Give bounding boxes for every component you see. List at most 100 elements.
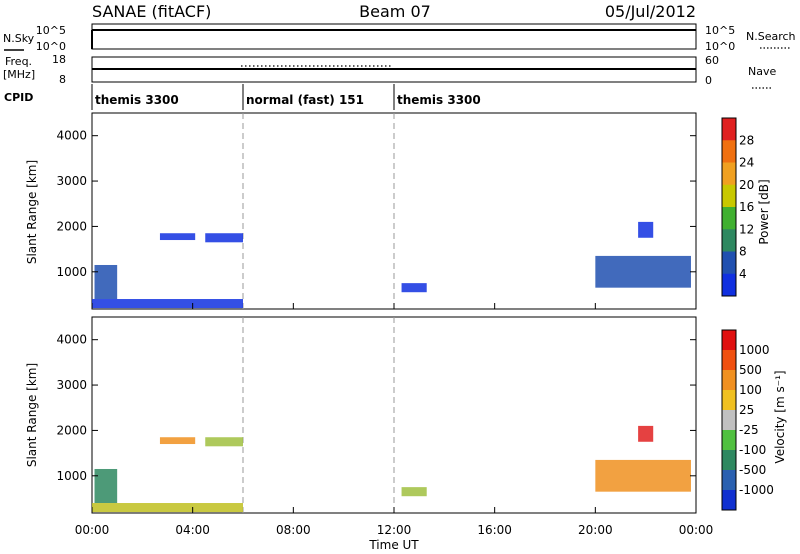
x-tick-label-4: 16:00 [477,523,512,537]
echo-region-1 [92,503,243,513]
echo-region-5 [595,255,691,288]
y-tick-label-1: 2000 [56,423,87,437]
freq-unit: [MHz] [3,68,35,81]
colorbar-swatch [722,430,736,451]
colorbar-swatch [722,330,736,351]
x-tick-label-2: 08:00 [276,523,311,537]
echo-region-0 [94,468,118,504]
velocity-cbar-tick-6: -500 [739,463,766,477]
colorbar-swatch [722,470,736,491]
colorbar-swatch [722,229,736,252]
echo-region-3 [205,437,243,447]
velocity-panel: 1000 2000 3000 4000 00:00 04:00 08:00 12:00 16:… [25,303,713,552]
echo-region-5 [595,459,691,492]
noise-panel: N.Sky 10^5 10^0 10^5 10^0 N.Search [3,23,796,53]
power-cbar-tick-0: 28 [739,133,754,147]
freq-label: Freq. [5,55,32,68]
colorbar-swatch [722,410,736,431]
date-title: 05/Jul/2012 [605,2,696,21]
cpid-segment-0: themis 3300 [95,93,179,107]
y-tick-label-1: 2000 [56,219,87,233]
echo-region-6 [638,221,654,238]
cpid-label: CPID [4,91,33,104]
nave-label: Nave [748,65,776,78]
colorbar-swatch [722,490,736,511]
velocity-colorbar: Velocity [m s⁻¹] 1000 500 100 25 -25 -100 -500… [721,329,787,511]
colorbar-swatch [722,118,736,141]
freq-tick-bottom: 8 [59,73,66,86]
power-cbar-tick-6: 4 [739,267,747,281]
echo-region-2 [159,233,196,241]
velocity-cbar-tick-1: 500 [739,363,762,377]
station-title: SANAE (fitACF) [92,2,211,21]
frequency-panel: Freq. [MHz] 18 8 60 0 Nave CPID [3,53,776,104]
velocity-y-axis: 1000 2000 3000 4000 [56,333,696,483]
velocity-colorbar-label: Velocity [m s⁻¹] [773,370,787,463]
power-panel: 1000 2000 3000 4000 Slant Range [km] [25,112,697,310]
colorbar-swatch [722,450,736,471]
velocity-echoes [92,317,691,513]
cpid-segment-2: themis 3300 [397,93,481,107]
colorbar-swatch [722,350,736,371]
echo-region-3 [205,233,243,243]
cpid-segment-1: normal (fast) 151 [246,93,364,107]
velocity-cbar-tick-3: 25 [739,403,754,417]
x-tick-label-1: 04:00 [175,523,210,537]
echo-region-1 [92,299,243,309]
velocity-cbar-tick-7: -1000 [739,483,774,497]
y-tick-label-2: 3000 [56,378,87,392]
y-tick-label-3: 4000 [56,129,87,143]
colorbar-swatch [722,251,736,275]
colorbar-frame [721,117,737,297]
power-ylabel: Slant Range [km] [25,160,39,264]
echo-region-4 [401,487,427,497]
echo-region-2 [159,437,196,445]
noise-search-label: N.Search [746,30,796,43]
colorbar-swatch [722,370,736,391]
power-cbar-tick-3: 16 [739,200,754,214]
nave-tick-top: 60 [705,54,719,67]
y-tick-label-0: 1000 [56,469,87,483]
freq-tick-top: 18 [52,53,66,66]
power-colorbar-label: Power [dB] [757,179,771,244]
colorbar-swatch [722,184,736,208]
xlabel: Time UT [368,538,419,552]
velocity-cbar-tick-5: -100 [739,443,766,457]
y-tick-label-3: 4000 [56,333,87,347]
colorbar-swatch [722,162,736,186]
beam-title: Beam 07 [359,2,431,21]
noise-right-tick-top: 10^5 [705,24,735,37]
power-cbar-tick-1: 24 [739,156,754,170]
x-tick-label-0: 00:00 [75,523,110,537]
power-echoes [92,113,691,309]
x-tick-label-6: 00:00 [679,523,714,537]
nave-tick-bottom: 0 [705,74,712,87]
y-tick-label-2: 3000 [56,174,87,188]
power-cbar-tick-4: 12 [739,222,754,236]
power-y-axis: 1000 2000 3000 4000 [56,129,696,279]
colorbar-swatch [722,207,736,230]
velocity-cbar-tick-0: 1000 [739,343,770,357]
colorbar-swatch [722,390,736,411]
x-tick-label-3: 12:00 [377,523,412,537]
x-tick-label-5: 20:00 [578,523,613,537]
noise-left-tick-bottom: 10^0 [36,40,66,53]
power-cbar-tick-5: 8 [739,245,747,259]
y-tick-label-0: 1000 [56,265,87,279]
power-cbar-tick-2: 20 [739,178,754,192]
power-colorbar: Power [dB] 28 24 20 16 12 8 4 [721,117,771,297]
time-x-axis: 00:00 04:00 08:00 12:00 16:00 20:00 00:00 [75,303,714,537]
noise-sky-label: N.Sky [3,32,35,45]
echo-region-0 [94,264,118,300]
noise-right-tick-bottom: 10^0 [705,40,735,53]
noise-left-tick-top: 10^5 [36,24,66,37]
velocity-cbar-tick-2: 100 [739,383,762,397]
colorbar-swatch [722,273,736,297]
cpid-strip: themis 3300 normal (fast) 151 themis 3300 [91,84,481,110]
velocity-cbar-tick-4: -25 [739,423,759,437]
colorbar-frame [721,329,737,511]
echo-region-4 [401,283,427,293]
velocity-ylabel: Slant Range [km] [25,363,39,467]
colorbar-swatch [722,140,736,163]
